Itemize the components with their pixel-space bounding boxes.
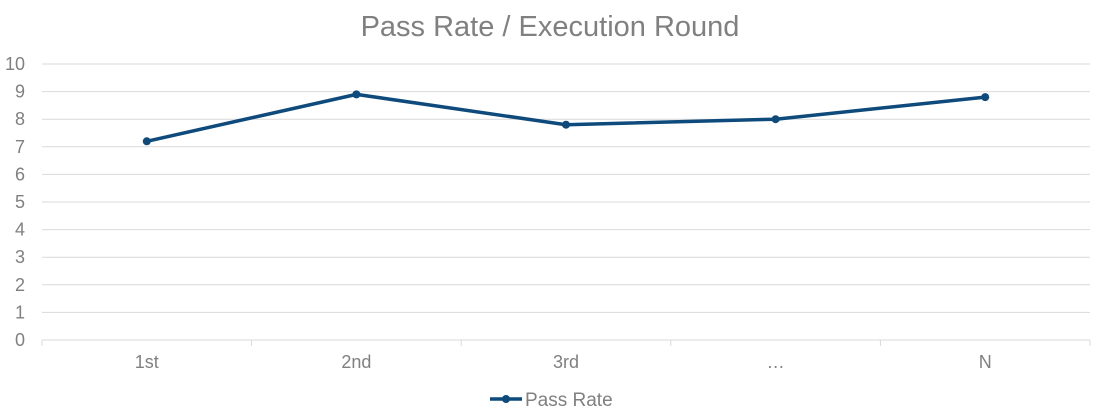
series-layer (142, 90, 990, 146)
data-point (771, 115, 780, 124)
data-point (562, 120, 570, 129)
y-tick-label: 10 (5, 54, 25, 74)
legend-marker (502, 395, 510, 403)
series-line (145, 92, 987, 144)
y-tick-label: 3 (15, 247, 25, 267)
legend-label: Pass Rate (525, 390, 613, 411)
x-tick-label: … (767, 352, 785, 372)
x-tick-label: N (979, 352, 992, 372)
x-axis-ticks: 1st 2nd 3rd … N (135, 352, 992, 372)
chart-title: Pass Rate / Execution Round (361, 11, 740, 43)
y-axis-ticks: 0 1 2 3 4 5 6 7 8 9 10 (5, 54, 25, 350)
y-tick-label: 4 (15, 220, 25, 240)
y-tick-label: 6 (15, 164, 25, 184)
legend: Pass Rate (490, 390, 613, 411)
gridlines (41, 63, 1091, 346)
y-tick-label: 8 (15, 109, 25, 129)
y-tick-label: 2 (15, 275, 25, 295)
y-tick-label: 7 (15, 137, 25, 157)
y-tick-label: 9 (15, 82, 25, 102)
x-tick-label: 3rd (553, 352, 579, 372)
x-tick-label: 1st (135, 352, 159, 372)
y-tick-label: 1 (15, 302, 25, 322)
y-tick-label: 5 (15, 192, 25, 212)
data-point (142, 137, 151, 146)
data-point (352, 90, 361, 99)
y-tick-label: 0 (15, 330, 25, 350)
data-point (981, 93, 990, 102)
x-tick-label: 2nd (341, 352, 371, 372)
